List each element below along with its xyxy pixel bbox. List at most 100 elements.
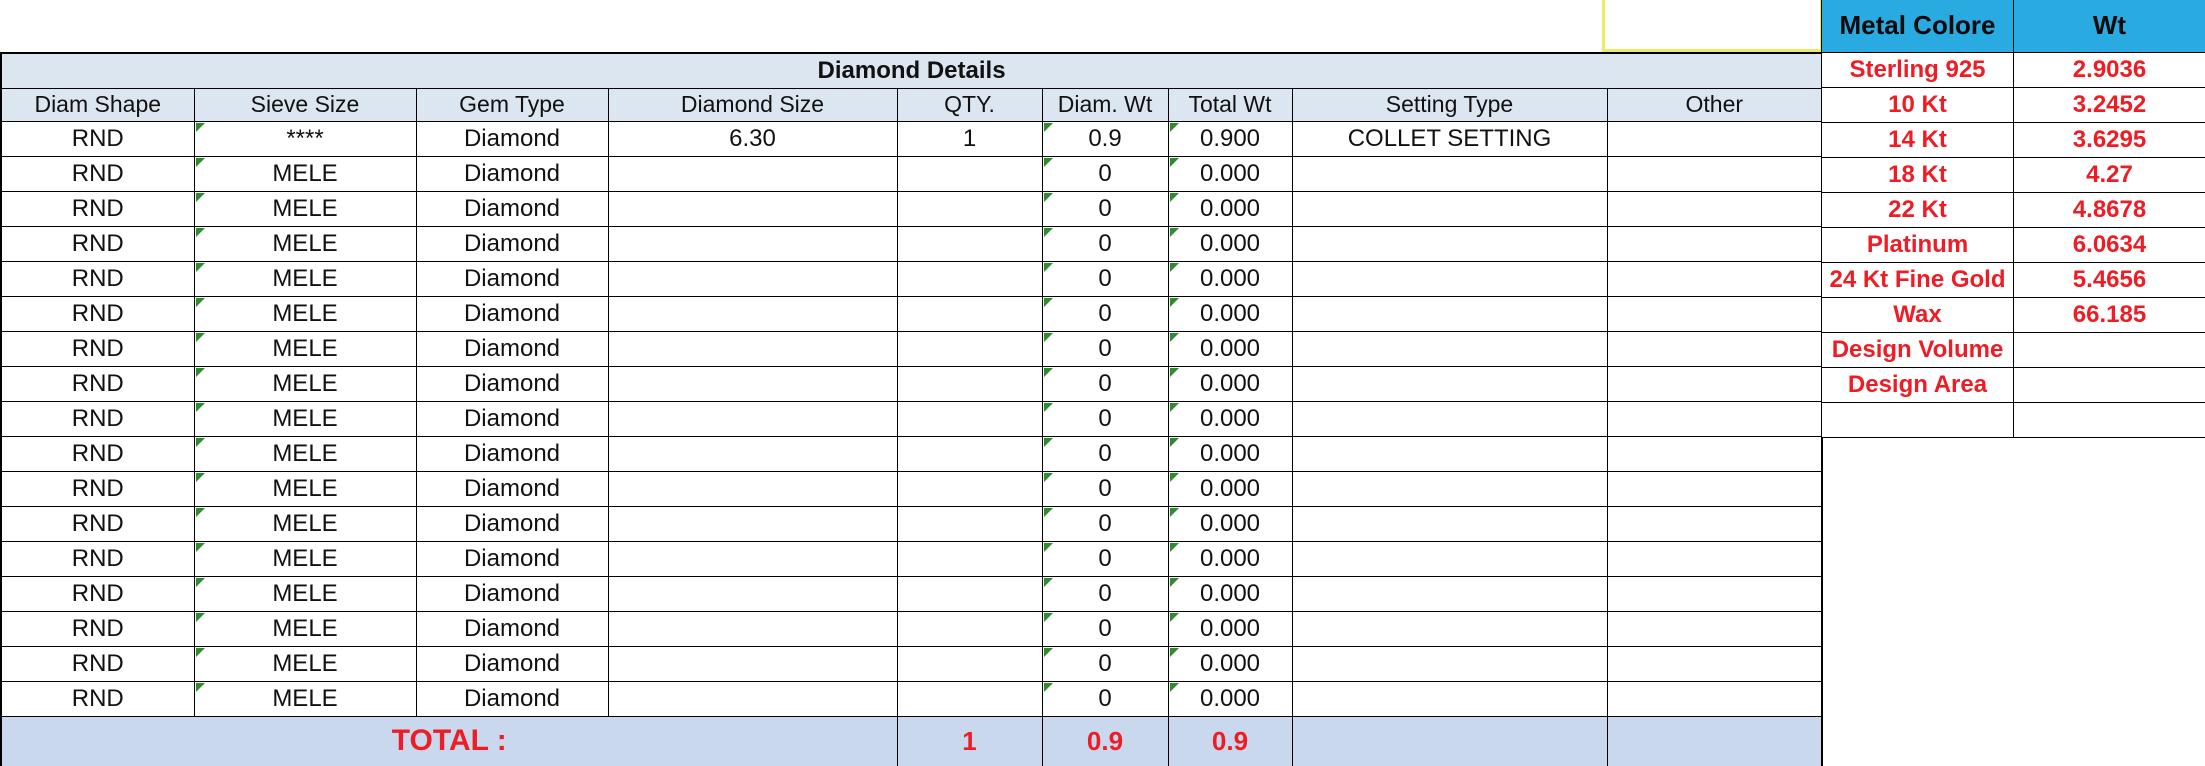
cell-diam-wt[interactable]: 0: [1041, 540, 1169, 577]
column-header-setting-type[interactable]: Setting Type: [1291, 87, 1608, 122]
cell-sieve-size[interactable]: MELE: [193, 400, 417, 437]
cell-metal-colore[interactable]: Design Volume: [1821, 331, 2014, 368]
column-header-other[interactable]: Other: [1606, 87, 1823, 122]
cell-sieve-size[interactable]: MELE: [193, 330, 417, 367]
cell-setting-type[interactable]: [1291, 225, 1608, 262]
cell-sieve-size[interactable]: MELE: [193, 645, 417, 682]
cell-total-wt[interactable]: 0.000: [1167, 155, 1293, 192]
cell-other[interactable]: [1606, 365, 1823, 402]
column-header-wt[interactable]: Wt: [2013, 0, 2205, 53]
cell-other[interactable]: [1606, 400, 1823, 437]
cell-sieve-size[interactable]: MELE: [193, 260, 417, 297]
cell-diam-shape[interactable]: RND: [0, 575, 195, 612]
cell-total-wt[interactable]: 0.900: [1167, 120, 1293, 157]
cell-other[interactable]: [1606, 610, 1823, 647]
cell-total-wt[interactable]: 0.000: [1167, 260, 1293, 297]
cell-wt[interactable]: [2013, 401, 2205, 438]
cell-qty[interactable]: [896, 505, 1043, 542]
column-header-diam-shape[interactable]: Diam Shape: [0, 87, 195, 122]
cell-gem-type[interactable]: Diamond: [415, 365, 609, 402]
cell-gem-type[interactable]: Diamond: [415, 505, 609, 542]
table-title-cell[interactable]: Diamond Details: [0, 52, 1823, 89]
cell-qty[interactable]: [896, 575, 1043, 612]
cell-diam-wt[interactable]: 0: [1041, 295, 1169, 332]
cell-diam-wt[interactable]: 0: [1041, 645, 1169, 682]
cell-total-wt[interactable]: 0.000: [1167, 470, 1293, 507]
cell-gem-type[interactable]: Diamond: [415, 330, 609, 367]
cell-sieve-size[interactable]: MELE: [193, 680, 417, 717]
cell-total-wt[interactable]: 0.000: [1167, 295, 1293, 332]
cell-setting-type[interactable]: [1291, 365, 1608, 402]
cell-total-wt[interactable]: 0.000: [1167, 225, 1293, 262]
column-header-gem-type[interactable]: Gem Type: [415, 87, 609, 122]
cell-metal-colore[interactable]: Design Area: [1821, 366, 2014, 403]
cell-diamond-size[interactable]: [607, 470, 898, 507]
cell-setting-type[interactable]: [1291, 155, 1608, 192]
cell-metal-colore[interactable]: Wax: [1821, 296, 2014, 333]
cell-qty[interactable]: [896, 260, 1043, 297]
cell-gem-type[interactable]: Diamond: [415, 190, 609, 227]
cell-total-wt[interactable]: 0.000: [1167, 575, 1293, 612]
cell-diamond-size[interactable]: [607, 190, 898, 227]
cell-diam-wt[interactable]: 0: [1041, 400, 1169, 437]
cell-metal-colore[interactable]: 24 Kt Fine Gold: [1821, 261, 2014, 298]
cell-setting-type[interactable]: COLLET SETTING: [1291, 120, 1608, 157]
cell-setting-type[interactable]: [1291, 400, 1608, 437]
cell-setting-type[interactable]: [1291, 435, 1608, 472]
cell-other[interactable]: [1606, 330, 1823, 367]
cell-sieve-size[interactable]: MELE: [193, 435, 417, 472]
cell-gem-type[interactable]: Diamond: [415, 645, 609, 682]
cell-diam-shape[interactable]: RND: [0, 470, 195, 507]
cell-other[interactable]: [1606, 295, 1823, 332]
cell-diamond-size[interactable]: [607, 330, 898, 367]
cell-other[interactable]: [1606, 260, 1823, 297]
cell-gem-type[interactable]: Diamond: [415, 610, 609, 647]
cell-total-wt[interactable]: 0.000: [1167, 190, 1293, 227]
column-header-sieve-size[interactable]: Sieve Size: [193, 87, 417, 122]
cell-total-wt[interactable]: 0.000: [1167, 365, 1293, 402]
cell-wt[interactable]: 2.9036: [2013, 51, 2205, 88]
cell-total-wt[interactable]: 0.000: [1167, 610, 1293, 647]
cell-total-wt[interactable]: 0.000: [1167, 330, 1293, 367]
cell-total-wt[interactable]: 0.000: [1167, 680, 1293, 717]
cell-qty[interactable]: [896, 225, 1043, 262]
cell-wt[interactable]: 6.0634: [2013, 226, 2205, 263]
cell-total-wt[interactable]: 0.000: [1167, 645, 1293, 682]
cell-qty[interactable]: 1: [896, 120, 1043, 157]
cell-gem-type[interactable]: Diamond: [415, 470, 609, 507]
cell-sieve-size[interactable]: MELE: [193, 575, 417, 612]
cell-wt[interactable]: [2013, 366, 2205, 403]
cell-sieve-size[interactable]: MELE: [193, 155, 417, 192]
cell-diam-wt[interactable]: 0: [1041, 225, 1169, 262]
cell-sieve-size[interactable]: MELE: [193, 190, 417, 227]
cell-diam-wt[interactable]: 0: [1041, 435, 1169, 472]
cell-diamond-size[interactable]: [607, 400, 898, 437]
cell-qty[interactable]: [896, 190, 1043, 227]
cell-diamond-size[interactable]: 6.30: [607, 120, 898, 157]
cell-gem-type[interactable]: Diamond: [415, 680, 609, 717]
cell-diamond-size[interactable]: [607, 575, 898, 612]
cell-diamond-size[interactable]: [607, 225, 898, 262]
cell-gem-type[interactable]: Diamond: [415, 295, 609, 332]
cell-diamond-size[interactable]: [607, 365, 898, 402]
cell-setting-type[interactable]: [1291, 330, 1608, 367]
cell-qty[interactable]: [896, 470, 1043, 507]
cell-sieve-size[interactable]: ****: [193, 120, 417, 157]
cell-diam-shape[interactable]: RND: [0, 680, 195, 717]
cell-setting-type[interactable]: [1291, 505, 1608, 542]
cell-qty[interactable]: [896, 155, 1043, 192]
cell-diam-wt[interactable]: 0: [1041, 365, 1169, 402]
cell-wt[interactable]: 3.2452: [2013, 86, 2205, 123]
cell-qty[interactable]: [896, 610, 1043, 647]
cell-diam-wt[interactable]: 0: [1041, 190, 1169, 227]
total-setting-type-cell[interactable]: [1291, 715, 1608, 766]
cell-diam-shape[interactable]: RND: [0, 330, 195, 367]
cell-setting-type[interactable]: [1291, 190, 1608, 227]
cell-gem-type[interactable]: Diamond: [415, 575, 609, 612]
cell-wt[interactable]: [2013, 331, 2205, 368]
cell-other[interactable]: [1606, 540, 1823, 577]
cell-sieve-size[interactable]: MELE: [193, 295, 417, 332]
cell-gem-type[interactable]: Diamond: [415, 155, 609, 192]
cell-sieve-size[interactable]: MELE: [193, 225, 417, 262]
cell-other[interactable]: [1606, 645, 1823, 682]
